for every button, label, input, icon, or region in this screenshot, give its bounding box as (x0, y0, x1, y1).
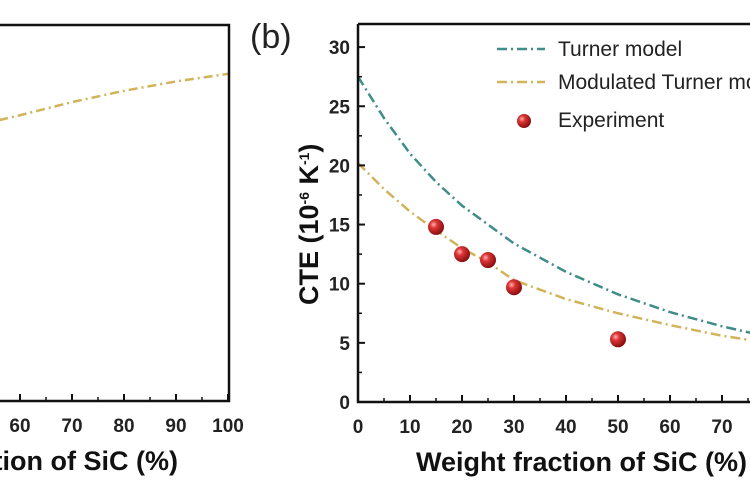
panel-b-y-tick-label: 25 (329, 97, 351, 118)
panel-a-x-tick-label: 80 (113, 416, 134, 437)
panel-b-y-axis-label: CTE (10-6 K-1) (294, 144, 324, 305)
experiment-point (610, 331, 626, 348)
panel-b-x-tick-label: 0 (353, 417, 364, 438)
panel-a: 60 70 80 90 100 Weight fraction of SiC (%) (0, 23, 244, 476)
panel-b-label: (b) (250, 18, 292, 56)
experiment-point (454, 246, 470, 263)
panel-b-y-tick-label: 20 (329, 156, 350, 177)
panel-b-y-tick-label: 0 (339, 393, 350, 414)
panel-b-x-tick-label: 20 (451, 417, 472, 438)
panel-b-y-tick-label: 5 (339, 334, 350, 355)
panel-b-x-tick-label: 40 (555, 417, 576, 438)
panel-b-y-tick-label: 15 (329, 216, 351, 237)
legend-turner-label: Turner model (558, 38, 682, 61)
panel-b-x-tick-label: 30 (503, 417, 524, 438)
panel-a-x-tick-label: 70 (61, 416, 82, 437)
legend-modulated-label: Modulated Turner model (558, 71, 750, 94)
experiment-point (428, 218, 444, 235)
panel-a-frame (0, 23, 231, 403)
experiment-point (480, 252, 496, 269)
panel-b: (b) 0 10 20 30 40 50 60 70 0 5 10 15 20 25 30 Weight f… (250, 18, 750, 477)
panel-b-x-axis-label: Weight fraction of SiC (%) (416, 447, 747, 477)
experiment-point (506, 279, 522, 296)
panel-a-modulated-turner-line (0, 72, 229, 122)
panel-b-y-tick-label: 10 (329, 275, 350, 296)
panel-a-x-tick-label: 60 (9, 416, 30, 437)
panel-b-x-tick-label: 70 (711, 417, 732, 438)
panel-a-x-tick-label: 100 (212, 416, 244, 437)
panel-b-y-tick-label: 30 (329, 38, 350, 59)
legend-experiment-marker (517, 114, 531, 128)
panel-b-x-tick-label: 10 (399, 417, 420, 438)
panel-b-x-tick-label: 50 (607, 417, 628, 438)
legend: Turner model Modulated Turner model Expe… (497, 38, 750, 132)
modulated-turner-line (357, 162, 750, 342)
panel-a-x-tick-label: 90 (165, 416, 186, 437)
legend-experiment-label: Experiment (558, 109, 664, 132)
turner-model-line (356, 76, 750, 334)
panel-b-x-tick-label: 60 (659, 417, 680, 438)
panel-a-x-axis-label: Weight fraction of SiC (%) (0, 446, 178, 476)
